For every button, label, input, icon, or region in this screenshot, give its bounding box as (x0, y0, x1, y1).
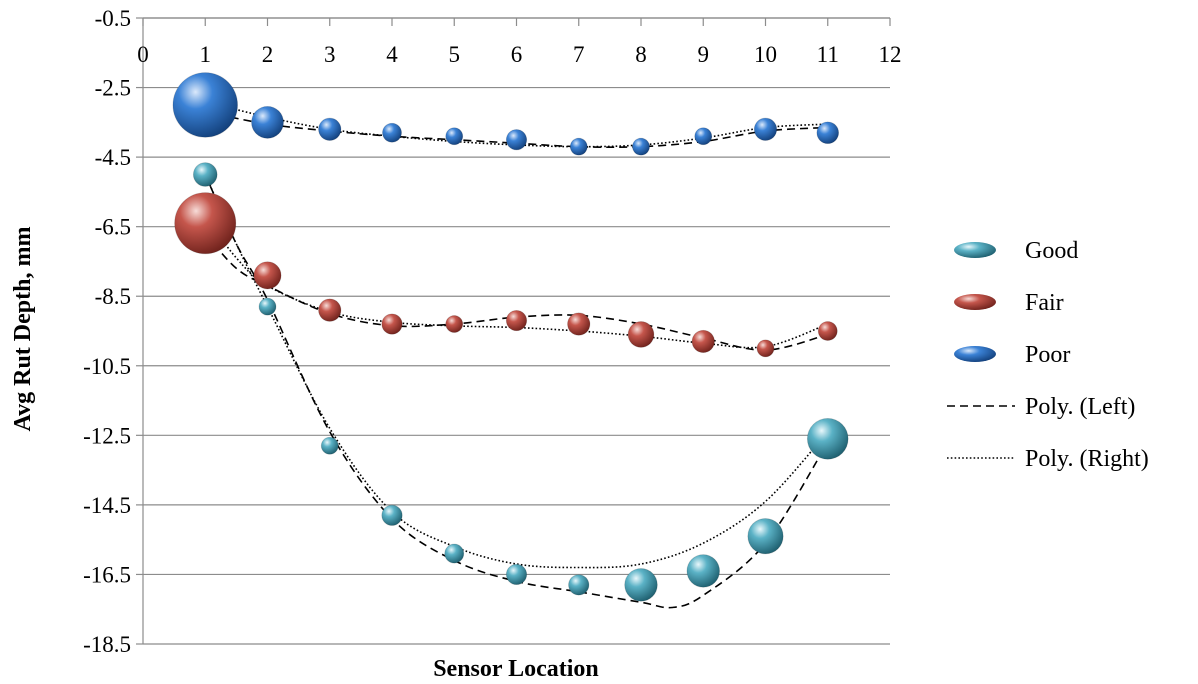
bubble-poor (445, 127, 464, 146)
legend-item-1: Fair (954, 290, 1064, 316)
bubble-poor (318, 117, 342, 141)
bubble-fair (691, 329, 715, 354)
x-tick-label: 0 (137, 42, 149, 67)
legend-label: Fair (1025, 290, 1064, 316)
y-tick-label: -8.5 (95, 284, 131, 309)
bubble-good (806, 418, 849, 460)
bubble-fair (505, 309, 528, 332)
y-tick-label: -6.5 (95, 215, 131, 240)
x-tick-label: 6 (511, 42, 523, 67)
y-tick-label: -4.5 (95, 145, 131, 170)
bubble-good (258, 297, 277, 316)
x-axis-title: Sensor Location (433, 656, 599, 682)
x-tick-label: 5 (449, 42, 461, 67)
trendline-dashed-1 (204, 233, 828, 351)
legend-marker-good (954, 242, 996, 258)
y-axis-ticks: -0.5 -2.5 -4.5 -6.5 -8.5 -10.5 -12.5 -14.5 -16.5… (83, 6, 131, 657)
legend: Good Fair Poor Poly. (Left) Poly. (Right) (947, 238, 1149, 472)
legend-label: Poor (1025, 342, 1070, 368)
x-tick-label: 8 (635, 42, 647, 67)
y-tick-label: -0.5 (95, 6, 131, 31)
x-tick-label: 2 (262, 42, 274, 67)
legend-item-2: Poor (954, 342, 1070, 368)
bubble-good (320, 436, 339, 455)
bubble-good (381, 504, 403, 526)
bubble-fair (174, 192, 237, 255)
bubble-fair (318, 298, 342, 322)
bubble-good (624, 568, 658, 602)
bubble-poor (172, 72, 238, 138)
bubble-poor (753, 117, 778, 141)
legend-item-0: Good (954, 238, 1078, 264)
x-axis (142, 17, 891, 26)
bubble-fair (445, 315, 464, 333)
legend-item-3: Poly. (Left) (947, 394, 1135, 420)
x-tick-label: 9 (698, 42, 710, 67)
legend-label: Good (1025, 238, 1078, 264)
legend-marker-poor (954, 346, 996, 362)
x-tick-label: 10 (754, 42, 777, 67)
x-tick-label: 7 (573, 42, 585, 67)
bubble-poor (569, 137, 588, 156)
x-tick-label: 3 (324, 42, 336, 67)
bubble-fair (756, 339, 775, 358)
x-tick-label: 11 (817, 42, 839, 67)
bubble-fair (567, 312, 591, 336)
y-axis-title: Avg Rut Depth, mm (10, 227, 36, 432)
y-tick-label: -16.5 (83, 562, 131, 587)
bubble-good (568, 574, 590, 596)
bubble-good (192, 162, 218, 187)
y-tick-label: -12.5 (83, 423, 131, 448)
bubble-fair (627, 321, 655, 348)
y-tick-label: -18.5 (83, 632, 131, 657)
bubble-poor (505, 129, 528, 151)
bubble-fair (253, 261, 282, 290)
bubble-good (747, 518, 784, 555)
legend-marker-fair (954, 294, 996, 310)
bubble-fair (817, 321, 838, 341)
x-tick-label: 12 (879, 42, 902, 67)
bubble-good (505, 563, 528, 586)
bubble-poor (694, 127, 713, 146)
trendline-dashed-2 (204, 174, 829, 609)
x-tick-label: 1 (200, 42, 212, 67)
bubble-poor (816, 121, 840, 145)
x-tick-label: 4 (386, 42, 398, 67)
y-tick-label: -14.5 (83, 493, 131, 518)
legend-item-4: Poly. (Right) (947, 446, 1149, 472)
legend-label: Poly. (Right) (1025, 446, 1149, 472)
bubble-good (686, 554, 720, 588)
bubble-poor (632, 137, 650, 156)
legend-label: Poly. (Left) (1025, 394, 1135, 420)
trendlines (204, 100, 829, 609)
y-tick-label: -10.5 (83, 354, 131, 379)
bubble-good (444, 543, 465, 564)
bubbles (172, 72, 849, 602)
trendline-dotted-2 (204, 174, 829, 569)
y-tick-label: -2.5 (95, 76, 131, 101)
bubble-fair (381, 313, 403, 335)
bubble-poor (382, 122, 402, 143)
bubble-poor (251, 105, 284, 139)
x-axis-ticks: 0 1 2 3 4 5 6 7 8 9 10 11 12 (137, 42, 901, 67)
